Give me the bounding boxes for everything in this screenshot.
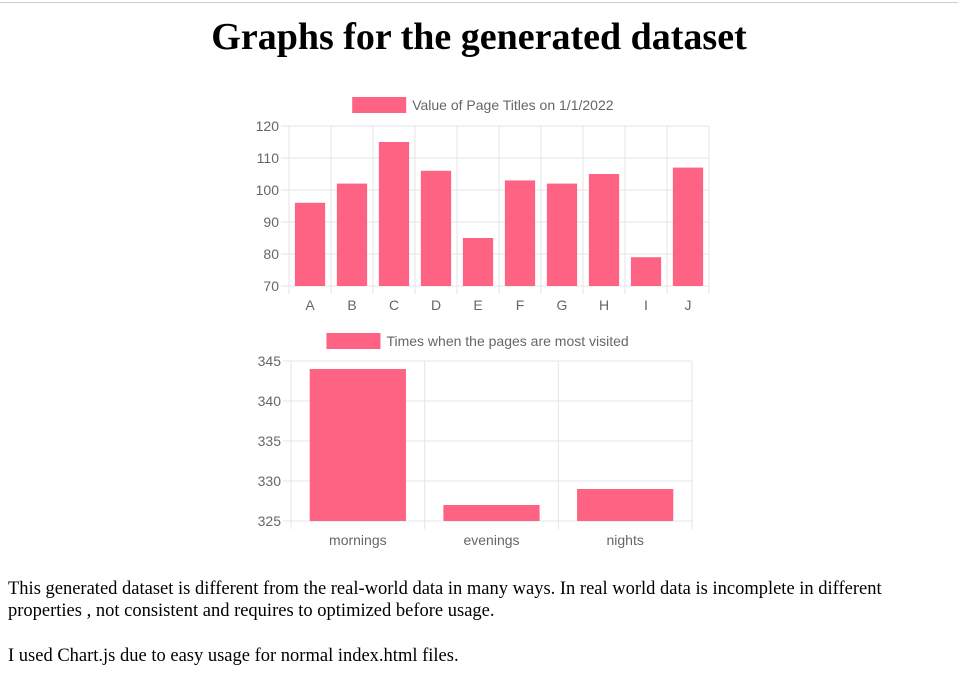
chart1-x-tick-label: B [347, 297, 356, 313]
chart2-y-tick-label: 325 [258, 513, 282, 529]
chart1-bar-g [546, 183, 578, 286]
chart1-y-tick-label: 80 [263, 246, 279, 262]
chart-visit-times: Times when the pages are most visited 325… [258, 333, 693, 548]
chart1-y-tick-label: 120 [256, 118, 280, 134]
chart1-x-tick-label: F [516, 297, 525, 313]
chart1-x-tick-label: D [431, 297, 441, 313]
tool-note-paragraph: I used Chart.js due to easy usage for no… [8, 646, 459, 666]
chart2-bar-mornings [309, 369, 406, 521]
chart2-y-tick-label: 340 [258, 393, 282, 409]
chart1-bar-j [672, 167, 704, 286]
chart1-y-tick-label: 110 [257, 150, 280, 166]
chart1-legend-label: Value of Page Titles on 1/1/2022 [412, 97, 614, 113]
chart1-bar-b [336, 183, 368, 286]
chart1-x-tick-label: E [473, 297, 482, 313]
chart1-x-tick-label: J [685, 297, 692, 313]
chart2-bar-evenings [443, 505, 540, 521]
chart2-y-tick-label: 330 [258, 473, 282, 489]
chart-page-titles: Value of Page Titles on 1/1/2022 70 80 90 10… [256, 97, 710, 313]
chart2-x-tick-label: mornings [329, 532, 387, 548]
chart1-y-tick-label: 100 [256, 182, 280, 198]
chart1-y-tick-label: 90 [263, 214, 279, 230]
chart1-x-tick-label: H [599, 297, 609, 313]
chart1-x-tick-label: I [644, 297, 648, 313]
chart1-bar-f [504, 180, 536, 286]
chart2-legend-label: Times when the pages are most visited [386, 333, 628, 349]
chart2-bar-nights [577, 489, 674, 521]
chart2-x-tick-label: evenings [463, 532, 519, 548]
chart1-bar-i [630, 257, 662, 286]
chart1-bar-d [420, 170, 452, 286]
chart1-x-tick-label: G [557, 297, 568, 313]
chart1-legend-swatch [352, 97, 407, 113]
chart1-bar-a [294, 202, 326, 286]
chart1-y-tick-label: 70 [263, 278, 279, 294]
chart1-bar-c [378, 142, 410, 286]
chart2-y-tick-label: 345 [258, 353, 282, 369]
chart1-bar-h [588, 174, 620, 286]
chart1-x-tick-label: C [389, 297, 399, 313]
chart1-bar-e [462, 238, 494, 286]
chart1-x-tick-label: A [305, 297, 315, 313]
chart2-x-tick-label: nights [606, 532, 643, 548]
chart2-legend-swatch [326, 333, 381, 349]
description-paragraph: This generated dataset is different from… [8, 579, 882, 621]
top-border [0, 2, 958, 3]
chart2-y-tick-label: 335 [258, 433, 282, 449]
page-title: Graphs for the generated dataset [211, 16, 747, 58]
